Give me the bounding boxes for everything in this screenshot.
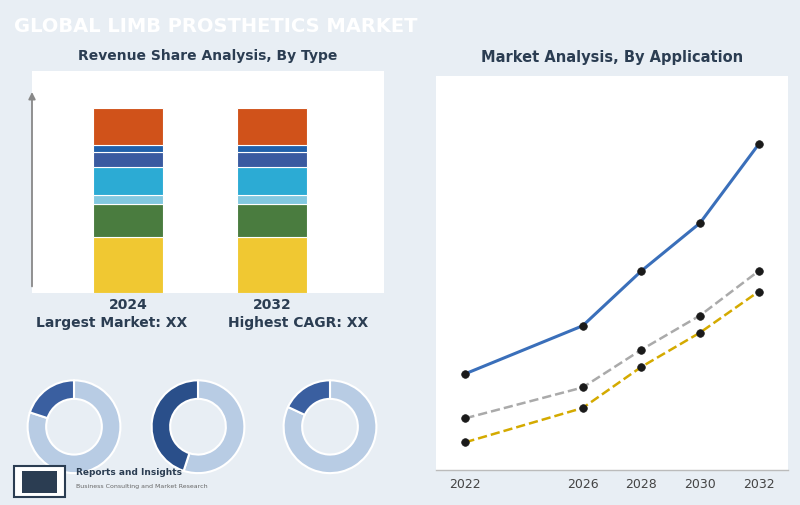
Bar (237, 237, 307, 293)
Bar (93, 108, 163, 145)
Bar (93, 204, 163, 237)
Bar (237, 167, 307, 195)
Text: Highest CAGR: XX: Highest CAGR: XX (228, 316, 368, 330)
Wedge shape (152, 380, 198, 471)
Bar (93, 152, 163, 167)
Wedge shape (27, 380, 120, 473)
Wedge shape (288, 380, 330, 415)
Text: Largest Market: XX: Largest Market: XX (36, 316, 187, 330)
Wedge shape (30, 380, 74, 418)
Text: GLOBAL LIMB PROSTHETICS MARKET: GLOBAL LIMB PROSTHETICS MARKET (14, 17, 418, 36)
FancyBboxPatch shape (22, 471, 57, 493)
Bar (93, 167, 163, 195)
Bar (93, 195, 163, 204)
FancyBboxPatch shape (14, 466, 65, 497)
Bar (237, 145, 307, 152)
Wedge shape (184, 380, 244, 473)
Title: Revenue Share Analysis, By Type: Revenue Share Analysis, By Type (78, 48, 338, 63)
Bar (237, 152, 307, 167)
Bar (237, 204, 307, 237)
Bar (93, 145, 163, 152)
Wedge shape (284, 380, 376, 473)
Bar (93, 237, 163, 293)
Title: Market Analysis, By Application: Market Analysis, By Application (481, 50, 743, 65)
Bar (237, 195, 307, 204)
Text: Business Consulting and Market Research: Business Consulting and Market Research (76, 484, 208, 489)
Text: Reports and Insights: Reports and Insights (76, 468, 182, 477)
Bar (237, 108, 307, 145)
